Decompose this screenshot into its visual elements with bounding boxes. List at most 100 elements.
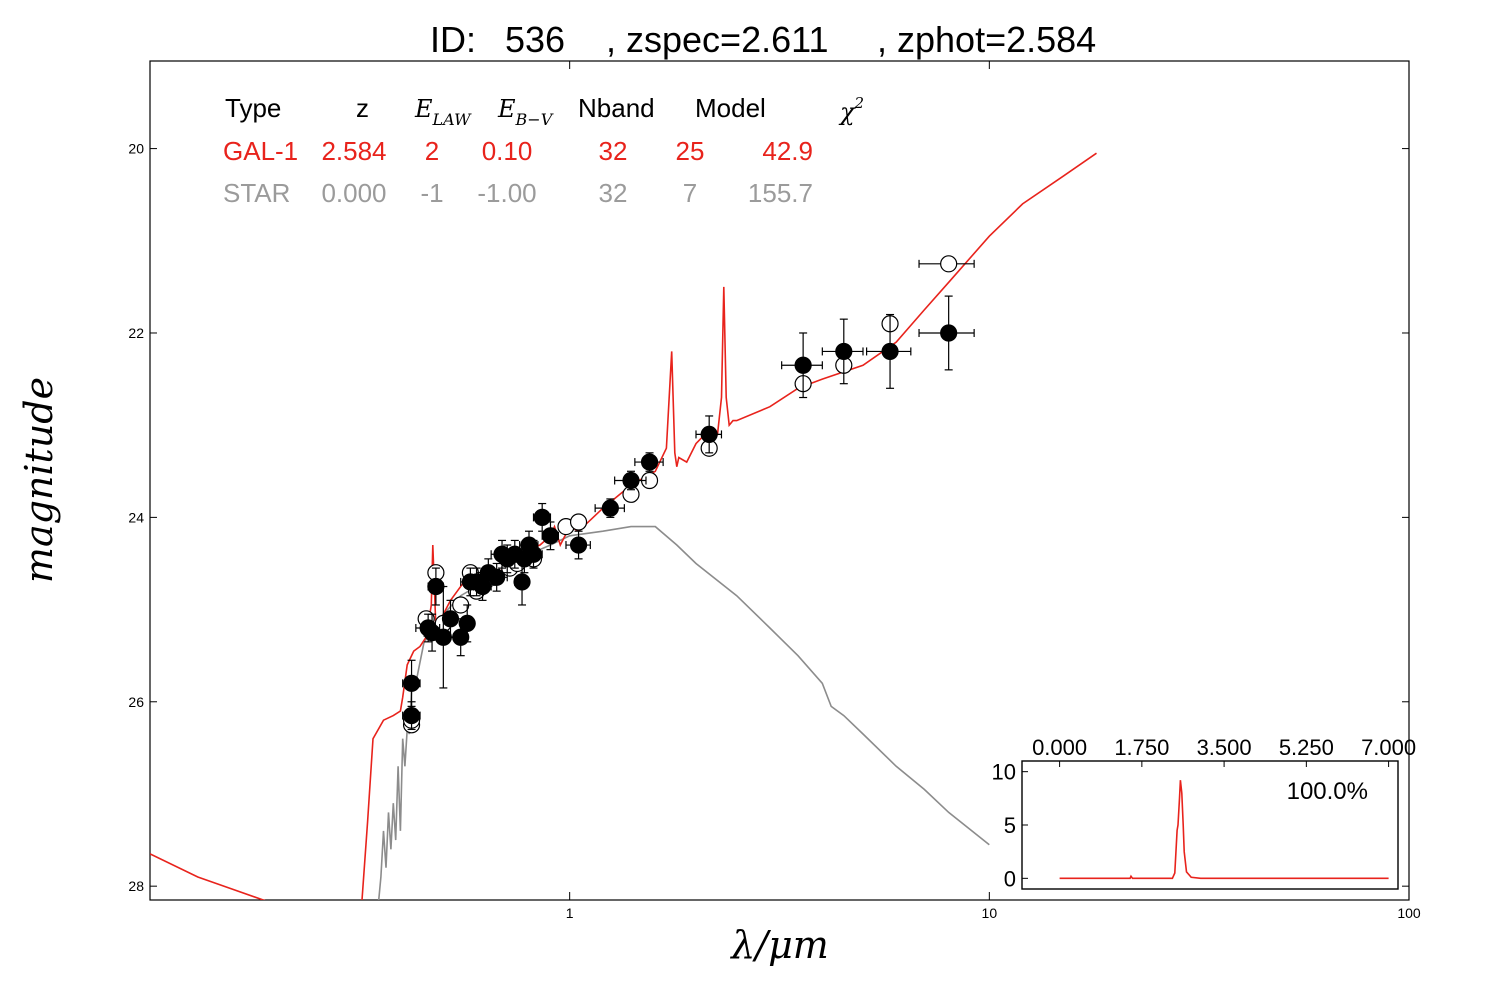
- observed-point: [541, 521, 560, 551]
- fit-cell-ebv: 0.10: [482, 136, 533, 166]
- model-point: [569, 513, 588, 531]
- x-tick-label: 1: [566, 905, 574, 921]
- observed-point: [634, 452, 664, 472]
- observed-marker: [533, 508, 551, 526]
- y-tick-label: 24: [128, 509, 144, 525]
- y-tick-label: 26: [128, 694, 144, 710]
- observed-point: [565, 530, 591, 560]
- fit-cell-type: STAR: [223, 178, 290, 208]
- observed-marker: [524, 545, 543, 563]
- fit-cell-model: 25: [676, 136, 705, 166]
- model-point: [918, 255, 975, 273]
- observed-marker: [794, 356, 812, 374]
- header-type: Type: [225, 93, 281, 123]
- observed-point: [866, 313, 912, 389]
- title-zspec: , zspec=2.611: [606, 19, 829, 60]
- observed-marker: [940, 324, 958, 342]
- header-nband: Nband: [578, 93, 655, 123]
- inset-axis-ticks: 0.000 1.750 3.500 5.250 7.000 0 5 10: [992, 735, 1417, 891]
- inset-y-tick-label: 5: [1004, 813, 1016, 838]
- inset-x-tick-label: 1.750: [1114, 735, 1169, 760]
- observed-point: [458, 604, 476, 643]
- model-marker: [569, 513, 588, 531]
- fit-cell-nband: 32: [599, 136, 628, 166]
- header-chi2: χ2: [838, 94, 864, 126]
- observed-point: [918, 295, 975, 371]
- inset-y-tick-label: 10: [992, 760, 1016, 785]
- pdz-inset: 0.000 1.750 3.500 5.250 7.000 0 5 10 100.0%: [992, 735, 1417, 891]
- inset-pdz-line: [1059, 780, 1389, 880]
- observed-marker: [402, 674, 421, 692]
- fit-table: Type z ELAW EB−V Nband Model χ2 GAL-1 2.5…: [223, 93, 864, 208]
- inset-x-tick-label: 7.000: [1361, 735, 1416, 760]
- inset-percent-label: 100.0%: [1287, 778, 1368, 805]
- header-elaw: ELAW: [414, 95, 472, 129]
- y-axis-label: magnitude: [17, 377, 61, 583]
- model-marker: [940, 255, 958, 273]
- inset-y-tick-label: 0: [1004, 866, 1016, 891]
- fit-cell-nband: 32: [599, 178, 628, 208]
- observed-point: [402, 701, 421, 731]
- observed-marker: [640, 453, 659, 471]
- observed-point: [484, 562, 508, 592]
- observed-marker: [700, 425, 718, 444]
- observed-marker: [881, 342, 899, 361]
- x-axis-label: λ/μm: [729, 923, 829, 967]
- fit-cell-ebv: -1.00: [477, 178, 536, 208]
- observed-marker: [458, 614, 476, 633]
- fit-cell-model: 7: [683, 178, 697, 208]
- observed-point: [594, 498, 625, 518]
- title-id-label: ID:: [430, 19, 476, 60]
- observed-marker: [601, 499, 619, 517]
- observed-marker: [622, 471, 640, 490]
- observed-marker: [513, 573, 531, 591]
- fit-cell-elaw: -1: [420, 178, 443, 208]
- y-tick-label: 20: [128, 141, 144, 157]
- header-ebv: EB−V: [497, 95, 554, 129]
- title-id-value: 536: [505, 19, 565, 60]
- fit-cell-chi2: 42.9: [762, 136, 813, 166]
- fit-cell-z: 2.584: [321, 136, 386, 166]
- observed-point: [441, 599, 460, 638]
- title-zphot: , zphot=2.584: [877, 19, 1096, 60]
- observed-marker: [452, 628, 470, 646]
- fit-cell-z: 0.000: [321, 178, 386, 208]
- observed-marker: [569, 536, 588, 554]
- y-tick-label: 22: [128, 325, 144, 341]
- x-tick-label: 10: [982, 905, 998, 921]
- fit-table-row: GAL-1 2.584 2 0.10 32 25 42.9: [223, 136, 813, 166]
- fit-cell-chi2: 155.7: [748, 178, 813, 208]
- observed-marker: [835, 342, 853, 361]
- fit-cell-type: GAL-1: [223, 136, 298, 166]
- fit-table-rows: GAL-1 2.584 2 0.10 32 25 42.9 STAR 0.000 -1 -1.00 3…: [223, 136, 813, 208]
- observed-marker: [541, 527, 560, 545]
- inset-frame: [1021, 760, 1399, 890]
- observed-point: [781, 332, 823, 399]
- observed-point: [431, 585, 455, 689]
- observed-point: [402, 659, 421, 707]
- fit-table-row: STAR 0.000 -1 -1.00 32 7 155.7: [223, 178, 813, 208]
- observed-point: [523, 539, 543, 569]
- header-z: z: [356, 93, 369, 123]
- observed-marker: [488, 568, 506, 586]
- main-plot-frame: [149, 60, 1410, 901]
- x-tick-label: 100: [1397, 905, 1421, 921]
- fit-table-header: Type z ELAW EB−V Nband Model χ2: [225, 93, 864, 129]
- y-tick-label: 28: [128, 878, 144, 894]
- observed-point: [821, 318, 864, 385]
- inset-pdz-curve: [1059, 780, 1389, 880]
- inset-x-tick-label: 0.000: [1032, 735, 1087, 760]
- header-model: Model: [695, 93, 766, 123]
- photometry-points: [402, 255, 975, 734]
- observed-point: [614, 470, 647, 491]
- inset-x-tick-label: 3.500: [1197, 735, 1252, 760]
- observed-marker: [402, 707, 421, 725]
- chart-title: ID: 536 , zspec=2.611 , zphot=2.584: [430, 19, 1096, 60]
- observed-marker: [441, 610, 460, 628]
- inset-x-tick-label: 5.250: [1279, 735, 1334, 760]
- fit-cell-elaw: 2: [425, 136, 439, 166]
- observed-point: [532, 502, 552, 532]
- observed-point: [695, 415, 723, 454]
